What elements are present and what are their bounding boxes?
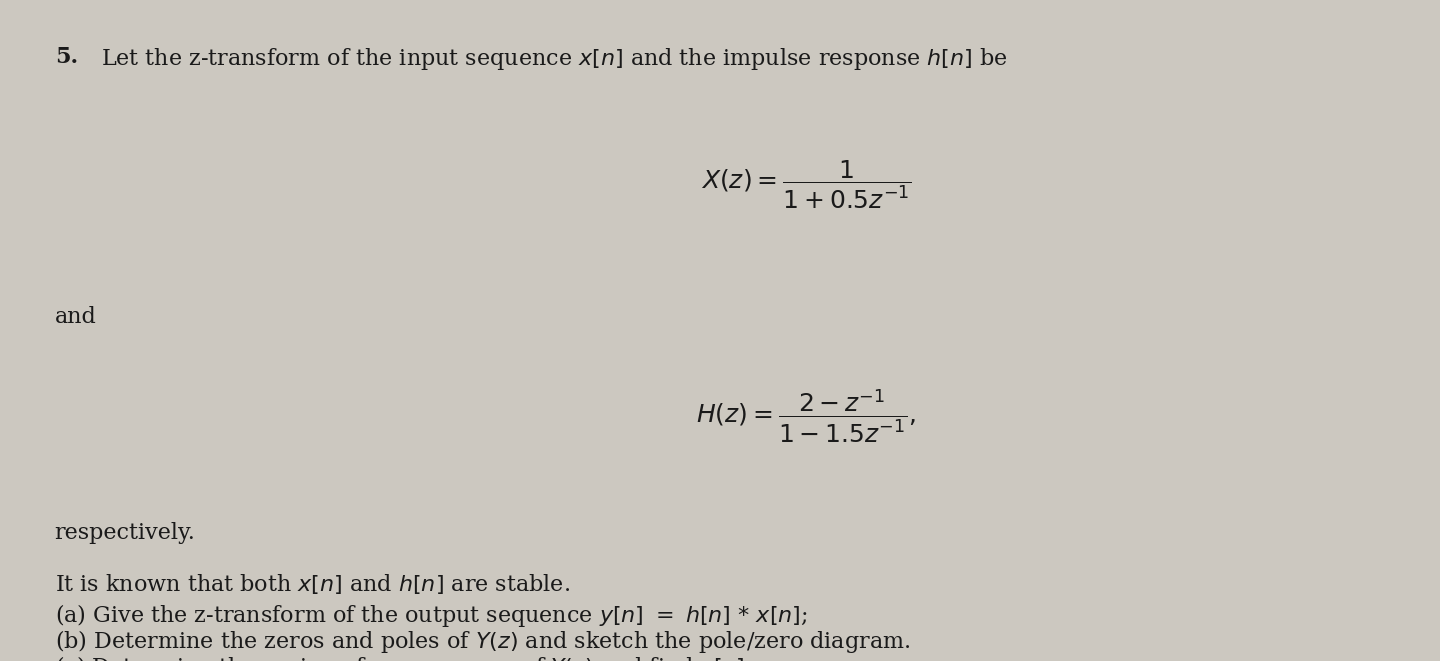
Text: (b) Determine the zeros and poles of $Y(z)$ and sketch the pole/zero diagram.: (b) Determine the zeros and poles of $Y(…: [55, 628, 910, 655]
Text: Let the z-transform of the input sequence $x[n]$ and the impulse response $h[n]$: Let the z-transform of the input sequenc…: [101, 46, 1008, 72]
Text: respectively.: respectively.: [55, 522, 196, 544]
Text: $X(z) = \dfrac{1}{1 + 0.5z^{-1}}$: $X(z) = \dfrac{1}{1 + 0.5z^{-1}}$: [701, 159, 912, 211]
Text: (c) Determine the region of convergence of $Y(z)$ and find $y[n]$.: (c) Determine the region of convergence …: [55, 654, 752, 661]
Text: 5.: 5.: [55, 46, 78, 68]
Text: $H(z) = \dfrac{2 - z^{-1}}{1 - 1.5z^{-1}},$: $H(z) = \dfrac{2 - z^{-1}}{1 - 1.5z^{-1}…: [697, 388, 916, 445]
Text: and: and: [55, 306, 96, 329]
Text: It is known that both $x[n]$ and $h[n]$ are stable.: It is known that both $x[n]$ and $h[n]$ …: [55, 572, 570, 596]
Text: (a) Give the z-transform of the output sequence $y[n]$ $=$ $h[n]$ $*$ $x[n]$;: (a) Give the z-transform of the output s…: [55, 602, 808, 629]
